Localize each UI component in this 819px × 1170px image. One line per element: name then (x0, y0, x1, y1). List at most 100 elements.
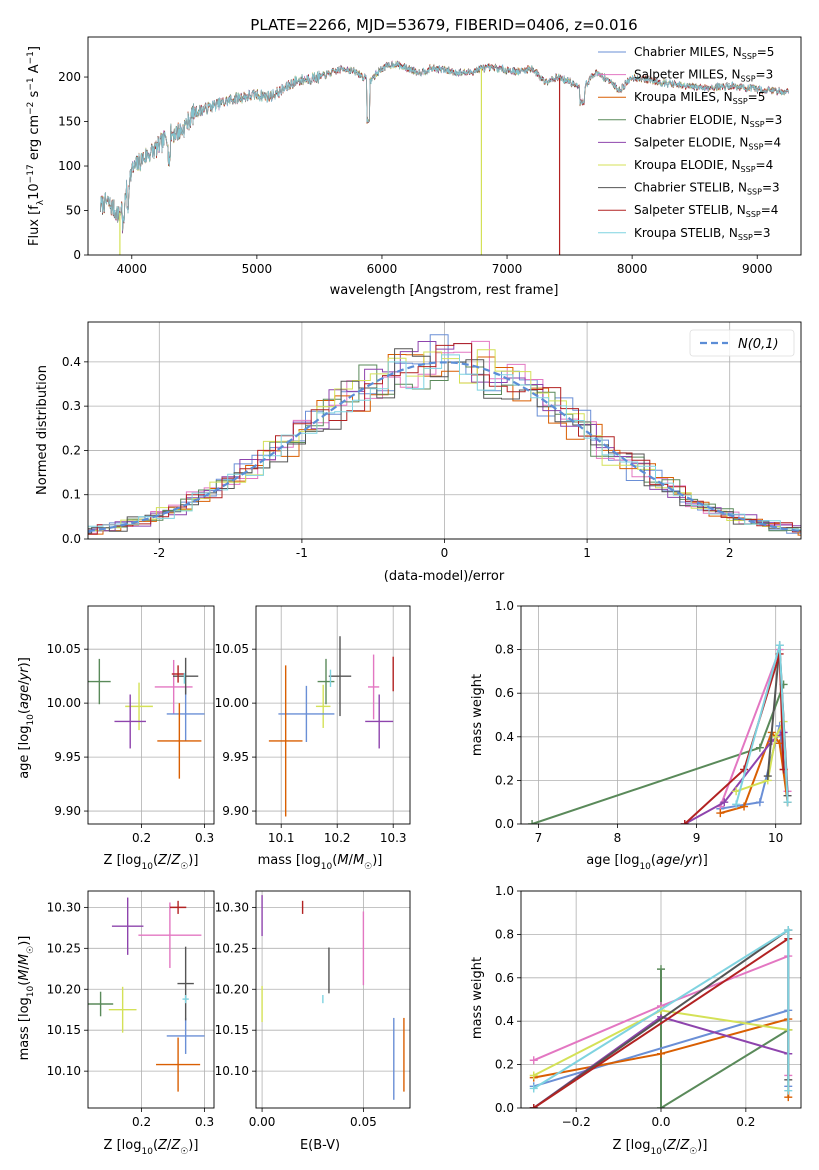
errorbar-point-6 (156, 1037, 201, 1092)
legend-entry-main: Chabrier MILES, N (634, 45, 742, 59)
legend-entry-tail: =4 (763, 135, 781, 149)
age-vs-mass-panel: 10.1 10.2 10.3 9.90 9.95 10.00 10.05 mass [log… (215, 605, 411, 872)
y-tick-label: 0.3 (62, 399, 81, 413)
legend-entry-tail: =3 (753, 226, 771, 240)
legend-entry-sub: SSP (750, 120, 765, 129)
mass-weight-marker (784, 926, 793, 935)
legend-entry: Kroupa ELODIE, NSSP=4 (634, 158, 773, 174)
mass-weight-vs-age-plot-area: 7 8 9 10 0.0 0.2 0.4 0.6 0.8 1.0 (495, 599, 802, 845)
errorbar-point-6 (157, 703, 202, 779)
x-tick-label: 10.3 (380, 831, 407, 845)
y-tick-label: 50 (66, 204, 81, 218)
mass-weight-marker (529, 1071, 538, 1080)
age-vs-metallicity-ylabel: age [log10(age/yr)] (17, 657, 36, 779)
mass-weight-vs-age-xlabel: age [log10(age/yr)] (586, 853, 708, 872)
y-tick-label: 100 (58, 159, 81, 173)
spectrum-lines (100, 59, 789, 255)
legend-entry: Salpeter MILES, NSSP=3 (634, 68, 773, 84)
x-tick-label: 6000 (367, 262, 398, 276)
legend-entry-sub: SSP (741, 165, 756, 174)
spectrum-xlabel: wavelength [Angstrom, rest frame] (330, 283, 559, 298)
axes-frame (87, 605, 215, 825)
x-tick-label: 0.2 (736, 1115, 755, 1129)
mass-weight-marker (771, 732, 780, 741)
y-tick-label: 1.0 (495, 884, 514, 898)
x-tick-label: 0.2 (132, 831, 151, 845)
y-tick-label: 10.10 (47, 1064, 81, 1078)
mass-vs-metallicity-ylabel: mass [log10(M/M☉)] (17, 936, 36, 1061)
errorbar-group (268, 636, 394, 817)
y-tick-label: 0.2 (495, 773, 514, 787)
residuals-plot-area: -2 -1 0 1 2 0.0 0.1 0.2 0.3 0.4 N(0,1) (62, 321, 802, 560)
legend-entry-sub: SSP (733, 97, 748, 106)
residuals-legend-label: N(0,1) (738, 337, 779, 352)
errorbar-group (88, 897, 205, 1092)
legend-entry-sub: SSP (741, 75, 756, 84)
y-tick-label: 10.30 (215, 900, 249, 914)
x-tick-label: 8000 (617, 262, 648, 276)
x-tick-label: 0.00 (249, 1115, 276, 1129)
axes-frame (87, 321, 802, 540)
y-tick-label: 0.6 (495, 971, 514, 985)
legend-entry: Salpeter ELODIE, NSSP=4 (634, 135, 781, 151)
axes-frame (520, 890, 802, 1109)
y-tick-label: 0.0 (495, 1101, 514, 1115)
y-tick-label: 10.25 (47, 941, 81, 955)
age-vs-metallicity-xlabel: Z [log10(Z/Z☉)] (104, 853, 199, 872)
residuals-ylabel: Normed distribution (35, 365, 50, 495)
y-tick-label: 0.0 (495, 817, 514, 831)
legend-entry-tail: =4 (756, 158, 774, 172)
y-tick-label: 10.05 (215, 642, 249, 656)
errorbar-group (88, 657, 205, 779)
y-tick-label: 0 (73, 248, 81, 262)
errorbar-point-4 (368, 654, 380, 720)
y-tick-label: 0.6 (495, 686, 514, 700)
legend-entry: Salpeter STELIB, NSSP=4 (634, 203, 778, 219)
mass-weight-vs-age-ylabel: mass weight (470, 674, 485, 756)
spectrum-ylabel: Flux [fλ10−17 erg cm−2 s−1 A−1] (26, 46, 46, 246)
mass-weight-marker (529, 1056, 538, 1065)
x-tick-label: 0.3 (195, 831, 214, 845)
errorbar-point-3 (111, 897, 144, 955)
axes-frame (520, 605, 802, 825)
errorbar-point-4 (154, 659, 193, 714)
y-tick-label: 10.00 (215, 696, 249, 710)
legend-entry-tail: =5 (757, 45, 775, 59)
y-tick-label: 10.00 (47, 696, 81, 710)
legend-entry-sub: SSP (748, 142, 763, 151)
x-tick-label: 4000 (117, 262, 148, 276)
errorbar-point-3 (365, 694, 394, 749)
y-tick-label: 10.05 (47, 642, 81, 656)
mass-weight-vs-metallicity-plot-area: −0.2 0.0 0.2 0.0 0.2 0.4 0.6 0.8 1.0 (495, 884, 802, 1129)
mass-vs-ebv-xlabel: E(B-V) (300, 1138, 340, 1153)
errorbar-point-2 (125, 682, 153, 731)
x-tick-label: 10.2 (324, 831, 351, 845)
mass-vs-metallicity-plot-area: 0.2 0.3 10.10 10.15 10.20 10.25 10.30 (47, 890, 215, 1129)
y-tick-label: 0.8 (495, 927, 514, 941)
x-tick-label: 9000 (742, 262, 773, 276)
errorbar-point-7 (177, 946, 194, 1021)
x-tick-label: 9 (693, 831, 701, 845)
x-tick-label: 0 (441, 546, 449, 560)
errorbar-point-1 (88, 991, 114, 1017)
legend-entry: Chabrier STELIB, NSSP=3 (634, 181, 780, 197)
y-tick-label: 0.0 (62, 532, 81, 546)
legend-entry-main: Kroupa MILES, N (634, 90, 733, 104)
line-group (528, 641, 792, 824)
legend-entry-main: Chabrier STELIB, N (634, 181, 747, 195)
legend-entry-tail: =5 (748, 90, 766, 104)
x-tick-label: 0.05 (350, 1115, 377, 1129)
errorbar-point-7 (328, 636, 352, 717)
mass-weight-vs-metallicity-xlabel: Z [log10(Z/Z☉)] (613, 1138, 708, 1157)
errorbar-point-8 (169, 900, 187, 914)
y-tick-label: 200 (58, 70, 81, 84)
y-tick-label: 10.20 (215, 982, 249, 996)
legend-entry-sub: SSP (747, 188, 762, 197)
legend-entry-main: Salpeter MILES, N (634, 68, 741, 82)
age-vs-metallicity-plot-area: 0.2 0.3 9.90 9.95 10.00 10.05 (47, 605, 215, 845)
mass-vs-metallicity-panel: 0.2 0.3 10.10 10.15 10.20 10.25 10.30 Z [log10… (17, 890, 215, 1157)
spectrum-plot-area: 4000 5000 6000 7000 8000 9000 0 50 100 150 200 (58, 36, 802, 276)
mass-weight-series-4 (720, 730, 789, 815)
y-tick-label: 150 (58, 115, 81, 129)
